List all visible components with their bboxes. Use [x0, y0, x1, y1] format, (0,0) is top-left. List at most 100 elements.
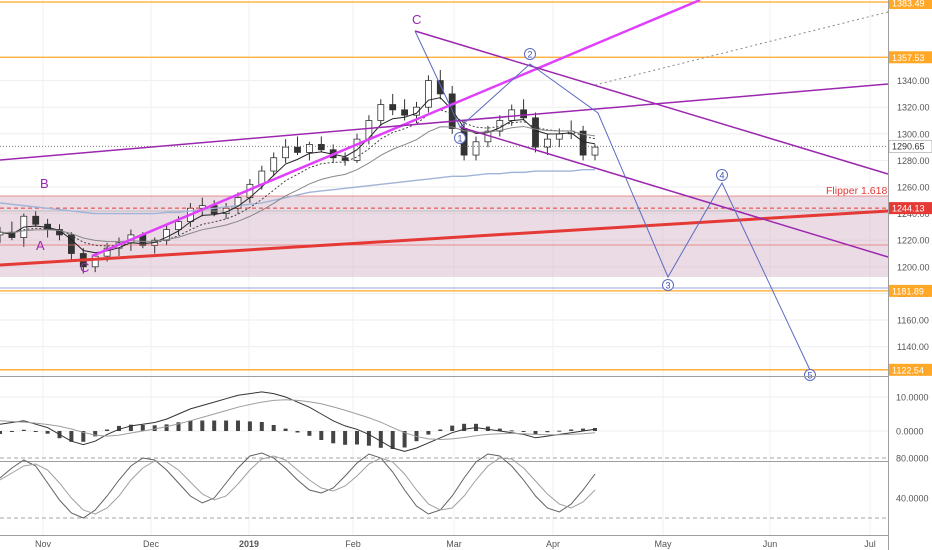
time-tick-label: Nov — [35, 539, 52, 549]
price-badge-bg — [889, 363, 932, 376]
candle-body — [591, 146, 599, 156]
macd-pane[interactable] — [0, 376, 888, 452]
macd-histogram-bar — [366, 431, 371, 446]
macd-histogram-bar — [128, 424, 133, 431]
macd-histogram-bar — [438, 429, 443, 431]
macd-signal-line — [0, 399, 596, 441]
price-axis[interactable]: 1140.001160.001180.001200.001220.001240.… — [888, 0, 932, 550]
macd-histogram-bar — [331, 431, 336, 444]
macd-histogram-bar — [212, 420, 217, 431]
macd-histogram-bar — [117, 425, 121, 431]
elliott-circle — [716, 169, 728, 181]
time-tick-label: May — [654, 539, 672, 549]
moving-average-long — [0, 169, 595, 215]
elliott-number: 2 — [527, 50, 532, 60]
elliott-number: 1 — [457, 134, 462, 144]
projection-dotted — [594, 11, 889, 86]
macd-histogram-bar — [259, 422, 264, 431]
macd-histogram-bar — [307, 431, 312, 436]
trend-drawings — [0, 0, 889, 371]
candle-body — [472, 141, 480, 156]
macd-histogram-bar — [9, 431, 14, 432]
candle-body — [579, 130, 587, 156]
indicator-overlays — [0, 1, 888, 371]
price-badge-label: 1181.89 — [892, 286, 924, 296]
macd-histogram-bar — [152, 425, 157, 431]
macd-histogram-bar — [247, 421, 252, 431]
elliott-number: 3 — [665, 281, 670, 291]
price-tick-label: 1260.00 — [897, 183, 930, 193]
candle-body — [389, 104, 397, 111]
macd-histogram-bar — [569, 429, 574, 431]
macd-histogram-bar — [188, 420, 193, 431]
wave-label: B — [40, 176, 49, 191]
macd-histogram-bar — [140, 425, 145, 431]
macd-histogram-bar — [378, 431, 383, 448]
time-tick-label: Mar — [446, 539, 462, 549]
time-tick-label: Dec — [143, 539, 160, 549]
candle-body — [544, 138, 551, 148]
macd-histogram-bar — [176, 422, 181, 431]
macd-histogram-bar — [283, 428, 288, 431]
macd-histogram-bar — [0, 431, 2, 434]
moving-average-slow — [0, 125, 596, 243]
time-tick-label: 2019 — [239, 539, 259, 549]
price-tick-label: 1160.00 — [897, 316, 929, 326]
elliott-path — [414, 30, 811, 371]
price-tick-label: 1340.00 — [897, 76, 930, 86]
macd-histogram-bar — [45, 431, 50, 434]
macd-tick-label: 0.0000 — [896, 427, 924, 437]
price-level-badges: 1383.49 1357.53 1244.13 1181.89 1122.54 1290.… — [888, 0, 932, 376]
macd-histogram-bar — [462, 423, 467, 431]
purple-trendline — [0, 83, 889, 161]
current-price-badge — [888, 139, 932, 153]
candle-body — [424, 80, 432, 108]
macd-histogram-bar — [164, 424, 169, 431]
channel-bottom — [459, 126, 889, 258]
stoch-tick-labels: 80.0000 40.0000 — [896, 454, 929, 504]
macd-histogram-bar — [236, 420, 240, 431]
stochastic-gridlines — [0, 457, 888, 519]
macd-histogram-bar — [355, 431, 359, 445]
macd-gridlines — [0, 396, 888, 432]
price-pane[interactable]: A B C C 1 2 3 4 5 Flipper 1.618 — [0, 0, 889, 535]
macd-histogram-bar — [545, 431, 550, 433]
macd-histogram-bar — [497, 428, 502, 431]
stochastic-pane[interactable] — [0, 452, 888, 519]
candle-body — [210, 205, 218, 214]
wave-label: C — [80, 260, 89, 275]
macd-histogram-bar — [485, 426, 490, 431]
elliott-circle — [804, 369, 816, 381]
price-badge-label: 1122.54 — [892, 365, 924, 375]
elliott-wave-markers: 1 2 3 4 5 — [454, 48, 816, 381]
candle-body — [163, 229, 171, 241]
price-badge-label: 1244.13 — [892, 204, 925, 214]
magenta-trendline — [91, 0, 701, 258]
macd-histogram-bar — [21, 429, 26, 431]
price-badge-bg — [889, 51, 932, 64]
macd-histogram-bar — [271, 425, 276, 431]
candle-body — [341, 157, 349, 161]
macd-histogram-bar — [426, 431, 431, 435]
wave-label: C — [412, 12, 421, 27]
candle-body — [555, 133, 563, 140]
price-tick-label: 1320.00 — [897, 103, 930, 113]
candle-body — [294, 146, 301, 153]
candle-body — [377, 104, 385, 121]
stoch-k-line — [0, 452, 596, 519]
candle-body — [175, 221, 182, 230]
price-tick-label: 1220.00 — [897, 236, 930, 246]
price-badge-bg — [889, 284, 932, 297]
price-tick-label: 1300.00 — [897, 129, 930, 139]
time-axis[interactable]: Nov Dec 2019 Feb Mar Apr May Jun Jul — [0, 535, 888, 550]
macd-line — [0, 391, 596, 452]
macd-histogram-bar — [390, 431, 395, 449]
macd-histogram-bar — [521, 431, 526, 432]
macd-histogram-bar — [69, 431, 74, 442]
macd-histogram-bar — [533, 431, 538, 434]
stoch-tick-label: 40.0000 — [896, 494, 929, 504]
macd-histogram-bar — [319, 431, 324, 440]
elliott-circle — [524, 48, 536, 60]
macd-histogram-bar — [81, 431, 86, 442]
